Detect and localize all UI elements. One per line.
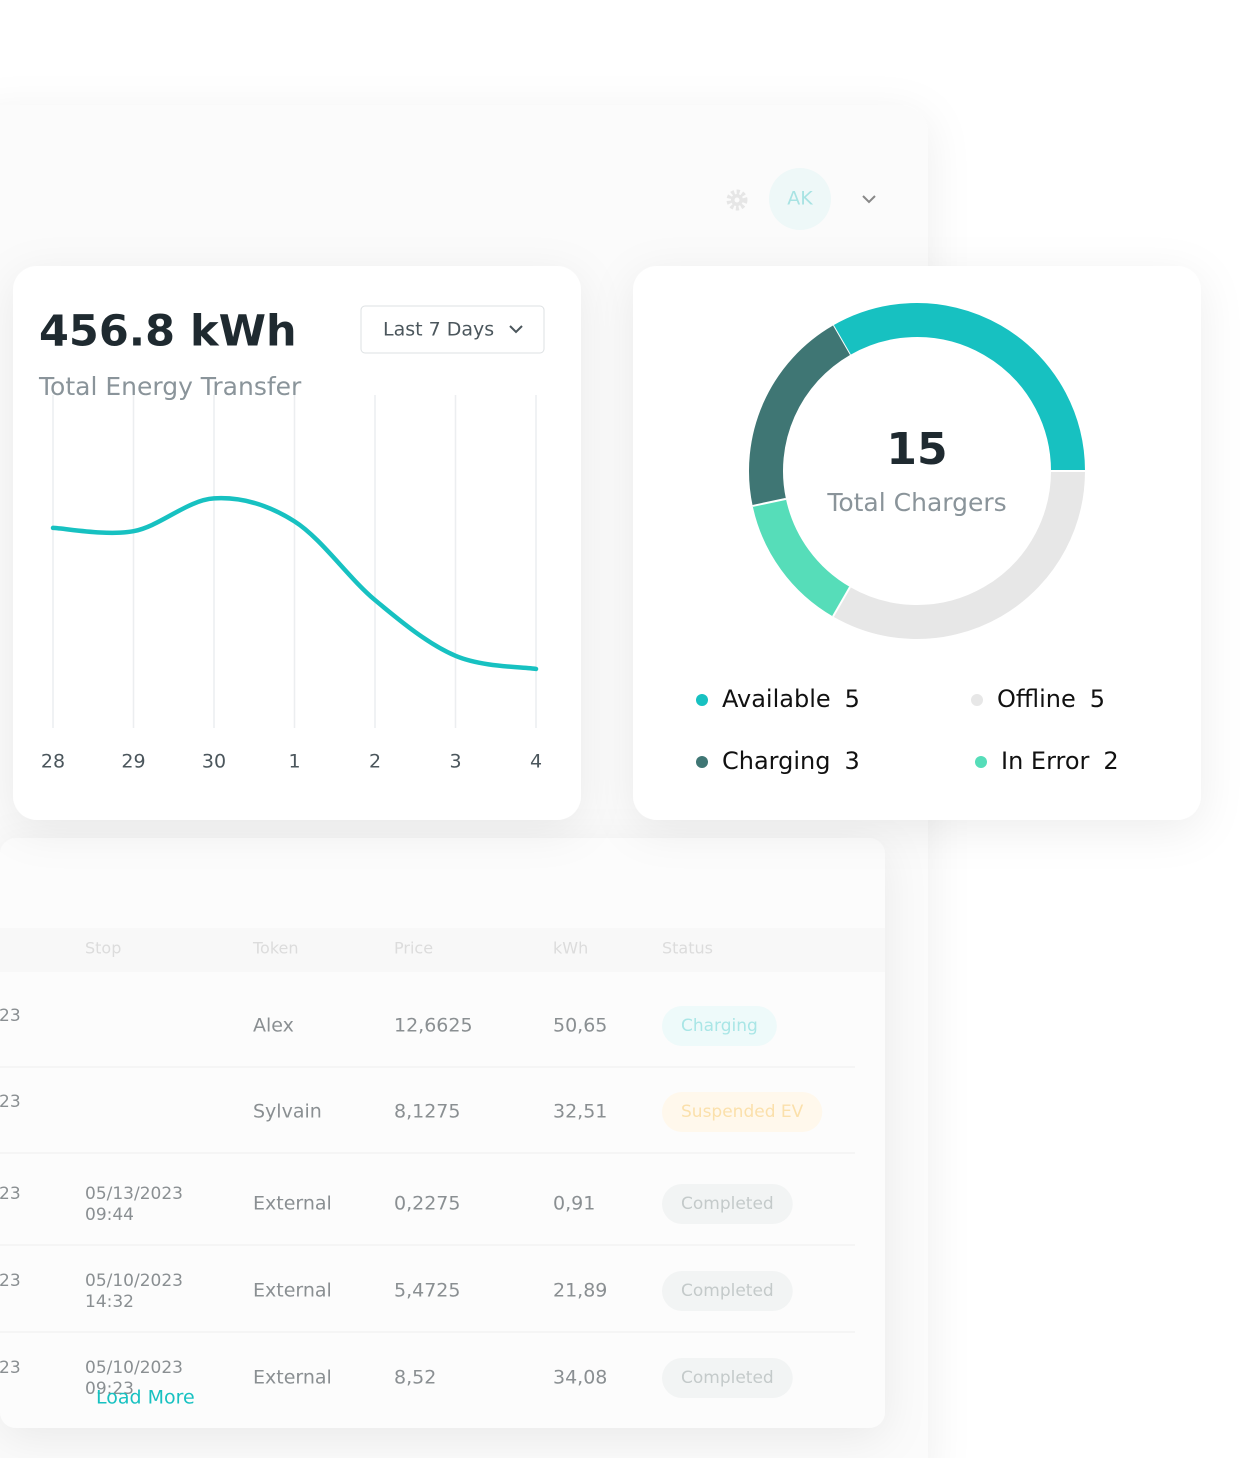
legend-label: Available <box>722 685 831 713</box>
range-dropdown[interactable] <box>360 305 545 354</box>
legend-label: In Error <box>1001 747 1090 775</box>
date-fragment: 23 <box>0 1006 21 1026</box>
legend-label: Offline <box>997 685 1076 713</box>
energy-line <box>50 495 539 672</box>
stop-time: 09:23 <box>85 1379 134 1399</box>
column-header: Stop <box>85 939 121 958</box>
price: 8,1275 <box>394 1101 460 1123</box>
chargers-card <box>633 266 1201 820</box>
energy-label: Total Energy Transfer <box>38 372 302 401</box>
x-tick-label: 2 <box>369 751 381 773</box>
legend-dot <box>696 694 708 706</box>
token: External <box>253 1280 332 1302</box>
legend-value: 5 <box>845 685 860 713</box>
energy-value: 456.8 kWh <box>39 307 297 357</box>
segment-divider <box>832 586 851 617</box>
status: Suspended EV <box>681 1102 804 1122</box>
status-pill <box>662 1184 793 1224</box>
energy-chart: 28 29 30 1 2 3 4 <box>41 395 542 773</box>
chargers-label: Total Chargers <box>826 488 1006 517</box>
token: External <box>253 1367 332 1389</box>
status-pill <box>662 1271 793 1311</box>
token: Alex <box>253 1015 294 1037</box>
kwh: 50,65 <box>553 1015 607 1037</box>
column-header: Status <box>662 939 713 958</box>
kwh: 0,91 <box>553 1193 595 1215</box>
stop-time: 05/10/2023 <box>85 1271 183 1291</box>
legend-label: Charging <box>722 747 830 775</box>
gear-icon[interactable] <box>726 189 748 211</box>
stop-time: 14:32 <box>85 1292 134 1312</box>
user-menu-chevron[interactable] <box>862 195 876 204</box>
status: Charging <box>681 1016 758 1036</box>
chargers-chart: Available 5 Offline 5 Charging 3 In Error 2 <box>696 303 1119 775</box>
date-fragment: 23 <box>0 1092 21 1112</box>
table-header <box>0 928 885 972</box>
price: 8,52 <box>394 1367 436 1389</box>
chargers-total: 15 <box>886 424 947 475</box>
date-fragment: 23 <box>0 1271 21 1291</box>
avatar-initials: AK <box>787 188 813 210</box>
status: Completed <box>681 1281 774 1301</box>
table-panel <box>0 838 885 1428</box>
kwh: 34,08 <box>553 1367 607 1389</box>
stop-time: 09:44 <box>85 1205 134 1225</box>
dropdown-chevron <box>509 325 523 334</box>
donut-segment <box>752 498 851 617</box>
donut-segment <box>833 470 1085 639</box>
segment-divider <box>752 497 787 507</box>
donut-segment <box>833 303 1085 472</box>
legend-dot <box>696 756 708 768</box>
avatar[interactable] <box>769 168 831 230</box>
x-tick-label: 28 <box>41 751 65 773</box>
date-fragment: 23 <box>0 1358 21 1378</box>
legend-value: 3 <box>844 747 859 775</box>
x-tick-label: 30 <box>202 751 226 773</box>
x-tick-label: 4 <box>530 751 542 773</box>
legend-dot <box>975 756 987 768</box>
status-pill <box>662 1358 793 1398</box>
status-pill <box>662 1092 823 1132</box>
energy-card <box>13 266 581 820</box>
legend-value: 5 <box>1090 685 1105 713</box>
column-header: Price <box>394 939 433 958</box>
table: Stop Token Price kWh Status 23 Alex 12,6625 50,6… <box>0 939 855 1409</box>
column-header: Token <box>252 939 299 958</box>
stop-time: 05/13/2023 <box>85 1184 183 1204</box>
load-more[interactable]: Load More <box>96 1387 195 1409</box>
token: External <box>253 1193 332 1215</box>
date-fragment: 23 <box>0 1184 21 1204</box>
price: 12,6625 <box>394 1015 473 1037</box>
legend-dot <box>971 694 983 706</box>
column-header: kWh <box>553 939 588 958</box>
x-tick-label: 29 <box>121 751 145 773</box>
price: 0,2275 <box>394 1193 460 1215</box>
kwh: 32,51 <box>553 1101 607 1123</box>
range-label: Last 7 Days <box>383 319 494 341</box>
kwh: 21,89 <box>553 1280 607 1302</box>
x-tick-label: 3 <box>449 751 461 773</box>
stop-time: 05/10/2023 <box>85 1358 183 1378</box>
status: Completed <box>681 1194 774 1214</box>
token: Sylvain <box>253 1101 322 1123</box>
legend-value: 2 <box>1103 747 1118 775</box>
status-pill <box>662 1006 777 1046</box>
status: Completed <box>681 1368 774 1388</box>
price: 5,4725 <box>394 1280 460 1302</box>
x-tick-label: 1 <box>288 751 300 773</box>
donut-segment <box>749 325 851 506</box>
